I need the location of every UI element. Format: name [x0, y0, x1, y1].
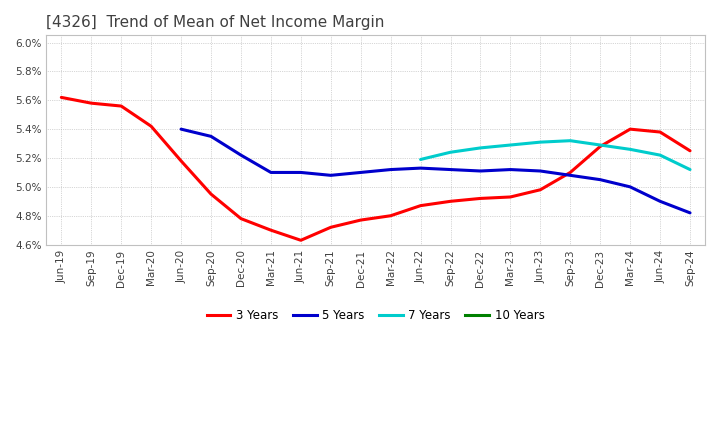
3 Years [266, 227, 275, 233]
3 Years [326, 225, 335, 230]
7 Years [416, 157, 425, 162]
3 Years [626, 127, 634, 132]
3 Years [656, 129, 665, 135]
5 Years [656, 199, 665, 204]
5 Years [356, 170, 365, 175]
5 Years [177, 127, 186, 132]
7 Years [656, 153, 665, 158]
3 Years [87, 100, 96, 106]
3 Years [685, 148, 694, 154]
7 Years [536, 139, 544, 145]
5 Years [237, 153, 246, 158]
Legend: 3 Years, 5 Years, 7 Years, 10 Years: 3 Years, 5 Years, 7 Years, 10 Years [202, 304, 549, 326]
5 Years [536, 169, 544, 174]
5 Years [566, 172, 575, 178]
7 Years [626, 147, 634, 152]
5 Years [596, 177, 605, 182]
5 Years [476, 169, 485, 174]
5 Years [266, 170, 275, 175]
5 Years [387, 167, 395, 172]
3 Years [416, 203, 425, 208]
3 Years [506, 194, 515, 200]
5 Years [506, 167, 515, 172]
7 Years [685, 167, 694, 172]
3 Years [207, 191, 215, 197]
5 Years [626, 184, 634, 190]
3 Years [356, 217, 365, 223]
3 Years [147, 124, 156, 129]
5 Years [685, 210, 694, 216]
3 Years [177, 158, 186, 164]
7 Years [566, 138, 575, 143]
5 Years [446, 167, 455, 172]
5 Years [416, 165, 425, 171]
3 Years [536, 187, 544, 192]
3 Years [596, 144, 605, 149]
3 Years [566, 170, 575, 175]
7 Years [596, 143, 605, 148]
3 Years [117, 103, 125, 109]
Line: 7 Years: 7 Years [420, 141, 690, 169]
7 Years [506, 143, 515, 148]
7 Years [476, 145, 485, 150]
3 Years [387, 213, 395, 218]
5 Years [207, 134, 215, 139]
Text: [4326]  Trend of Mean of Net Income Margin: [4326] Trend of Mean of Net Income Margi… [46, 15, 384, 30]
5 Years [326, 172, 335, 178]
3 Years [297, 238, 305, 243]
Line: 3 Years: 3 Years [61, 97, 690, 240]
3 Years [237, 216, 246, 221]
7 Years [446, 150, 455, 155]
5 Years [297, 170, 305, 175]
3 Years [476, 196, 485, 201]
3 Years [446, 199, 455, 204]
Line: 5 Years: 5 Years [181, 129, 690, 213]
3 Years [57, 95, 66, 100]
